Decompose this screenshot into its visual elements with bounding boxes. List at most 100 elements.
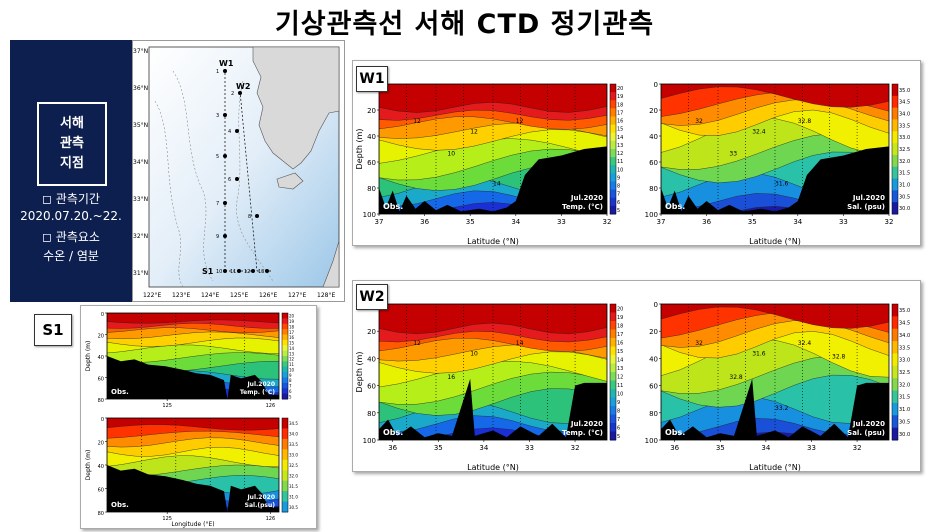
- colorbar-swatch: [282, 323, 288, 330]
- colorbar-label: 16: [617, 340, 623, 346]
- colorbar-label: 35.0: [899, 308, 910, 314]
- colorbar-swatch: [610, 397, 616, 407]
- obs-note: Obs.: [111, 388, 129, 396]
- colorbar-swatch: [610, 423, 616, 432]
- x-tick-label: 35: [466, 218, 475, 226]
- colorbar-label: 16: [289, 335, 295, 340]
- station-number: 13: [258, 269, 264, 275]
- obs-note: Obs.: [665, 428, 685, 437]
- plot-area: 32 32.4 32.8 33 31.6: [661, 84, 889, 214]
- plot-area: 12 10 14 16: [379, 304, 607, 440]
- seabed: [107, 465, 279, 512]
- colorbar-swatch: [282, 470, 288, 482]
- map-lon-label: 124°E: [201, 292, 219, 299]
- y-axis-label: Depth (m): [85, 341, 92, 372]
- colorbar-label: 34.0: [899, 333, 910, 339]
- x-tick-label: 34: [793, 218, 802, 226]
- colorbar-label: 11: [617, 159, 623, 165]
- station-marker: [237, 269, 241, 273]
- water-layer: [661, 304, 889, 329]
- colorbar-label: 5: [617, 434, 620, 440]
- colorbar-label: 20: [289, 314, 295, 319]
- y-tick-label: 20: [98, 334, 104, 340]
- colorbar-swatch: [282, 393, 288, 400]
- colorbar-label: 6: [617, 425, 620, 431]
- y-tick-label: 60: [367, 159, 376, 167]
- variable-note: Sal.(psu): [245, 502, 276, 509]
- contour-label: 33.2: [775, 405, 789, 412]
- colorbar-label: 33.5: [289, 442, 298, 447]
- station-label-box: 서해 관측 지점: [37, 102, 107, 186]
- colorbar-swatch: [892, 353, 898, 367]
- colorbar-swatch: [282, 372, 288, 378]
- colorbar-label: 30.5: [899, 194, 910, 200]
- seabed: [107, 356, 279, 399]
- station-marker: [251, 269, 255, 273]
- colorbar-label: 5: [617, 208, 620, 214]
- contour-label: 16: [447, 374, 455, 381]
- colorbar-label: 18: [289, 324, 295, 329]
- month-note: Jul.2020: [246, 494, 275, 501]
- water-layer: [661, 84, 889, 108]
- info-panel: 서해 관측 지점 ◻ 관측기간 2020.07.20.~22. ◻ 관측요소 수…: [10, 40, 132, 302]
- map-lat-label: 37°N: [133, 48, 148, 55]
- x-tick-label: 34: [511, 218, 520, 226]
- s1-tag: S1: [34, 314, 72, 346]
- colorbar-swatch: [282, 361, 288, 368]
- colorbar-swatch: [892, 365, 898, 379]
- x-tick-label: 126: [266, 403, 276, 409]
- colorbar-label: 6: [617, 200, 620, 206]
- station-number: 3: [216, 113, 219, 119]
- colorbar-label: 10: [289, 367, 295, 372]
- colorbar-swatch: [282, 459, 288, 471]
- colorbar-label: 9: [617, 400, 620, 406]
- plot-area: [107, 313, 279, 399]
- colorbar-label: 15: [289, 341, 295, 346]
- colorbar-label: 5: [289, 394, 292, 399]
- colorbar-swatch: [892, 190, 898, 203]
- y-tick-label: 80: [649, 410, 658, 418]
- colorbar-label: 32.5: [289, 463, 298, 468]
- colorbar-label: 33.5: [899, 345, 910, 351]
- colorbar-label: 19: [617, 315, 623, 321]
- colorbar-label: 12: [289, 357, 295, 362]
- colorbar-swatch: [610, 149, 616, 158]
- colorbar-swatch: [610, 372, 616, 381]
- bathy-contour: [154, 100, 184, 288]
- y-tick-label: 20: [649, 107, 658, 115]
- colorbar-label: 33.0: [289, 453, 298, 458]
- colorbar-swatch: [610, 205, 616, 215]
- colorbar-swatch: [610, 346, 616, 356]
- colorbar-label: 34.5: [899, 100, 910, 106]
- colorbar-swatch: [610, 329, 616, 339]
- colorbar-swatch: [892, 427, 898, 441]
- colorbar-label: 8: [617, 184, 620, 190]
- y-tick-label: 100: [363, 437, 376, 445]
- map-lon-label: 127°E: [288, 292, 306, 299]
- map-lat-label: 31°N: [133, 270, 148, 277]
- station-label-line: 서해: [60, 116, 84, 131]
- colorbar-swatch: [610, 173, 616, 182]
- seabed: [379, 146, 607, 214]
- colorbar-swatch: [610, 92, 616, 101]
- colorbar-swatch: [282, 350, 288, 357]
- colorbar-label: 10: [617, 167, 623, 173]
- colorbar-frame: [281, 417, 289, 513]
- contour-label: 32: [695, 340, 703, 347]
- colorbar-label: 30.5: [289, 505, 298, 510]
- station-label-line: 관측: [60, 136, 84, 151]
- station-marker: [238, 91, 242, 95]
- colorbar-label: 15: [617, 127, 623, 133]
- colorbar-swatch: [892, 166, 898, 180]
- contour-label: 12: [470, 128, 478, 135]
- colorbar-swatch: [610, 355, 616, 364]
- colorbar-swatch: [892, 402, 898, 416]
- colorbar-swatch: [282, 356, 288, 362]
- plot-area: 32 31.6 32.4 32.8 33.2 32.8: [661, 304, 889, 440]
- colorbar-swatch: [610, 312, 616, 322]
- y-tick-label: 20: [649, 328, 658, 336]
- colorbar-label: 33.0: [899, 135, 910, 141]
- station-marker: [235, 177, 239, 181]
- y-tick-label: 80: [367, 185, 376, 193]
